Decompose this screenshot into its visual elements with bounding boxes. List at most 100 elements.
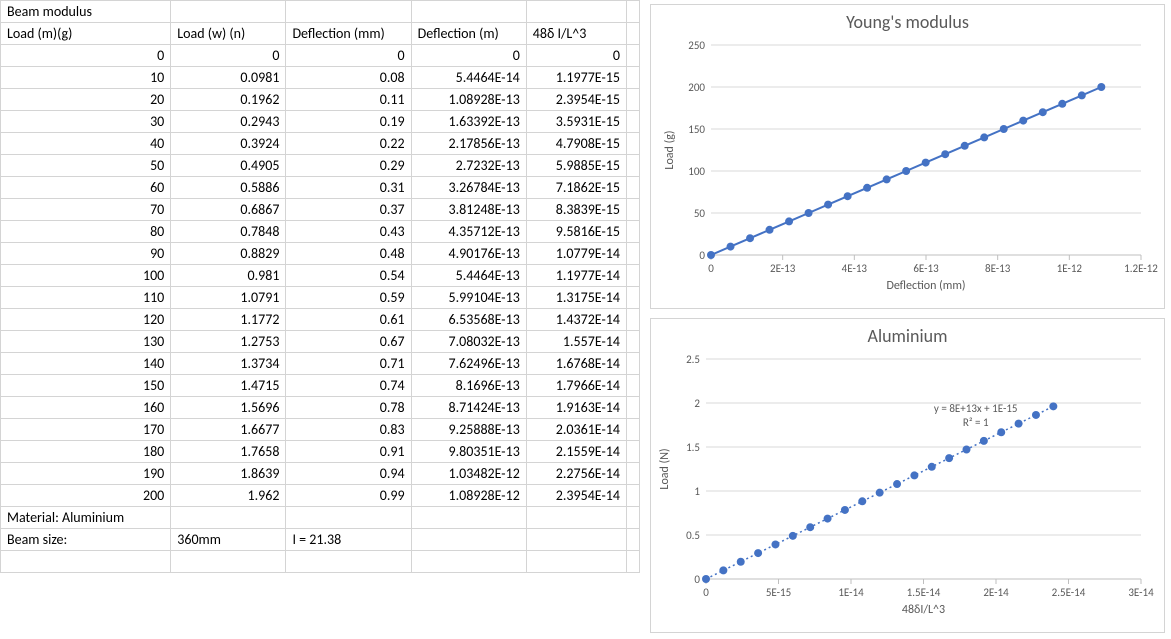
cell[interactable]: 0.48 — [286, 243, 411, 265]
cell[interactable]: 0.7848 — [171, 221, 286, 243]
cell[interactable] — [171, 551, 286, 573]
cell[interactable]: 0.91 — [286, 441, 411, 463]
cell[interactable]: 60 — [1, 177, 171, 199]
cell[interactable]: 7.08032E-13 — [411, 331, 526, 353]
cell[interactable]: 1.5696 — [171, 397, 286, 419]
cell[interactable]: 1.7658 — [171, 441, 286, 463]
cell[interactable]: 10 — [1, 67, 171, 89]
cell[interactable]: 9.25888E-13 — [411, 419, 526, 441]
cell-beam-size[interactable]: 360mm — [171, 529, 286, 551]
cell[interactable]: 1.7966E-14 — [526, 375, 626, 397]
cell[interactable]: 1.63392E-13 — [411, 111, 526, 133]
cell[interactable]: 3.26784E-13 — [411, 177, 526, 199]
cell[interactable]: 1.4715 — [171, 375, 286, 397]
cell[interactable]: 0.94 — [286, 463, 411, 485]
cell[interactable]: 8.3839E-15 — [526, 199, 626, 221]
cell[interactable]: 5.99104E-13 — [411, 287, 526, 309]
cell[interactable]: 0 — [526, 45, 626, 67]
cell[interactable]: 140 — [1, 353, 171, 375]
cell[interactable]: 1.962 — [171, 485, 286, 507]
cell[interactable]: 0.1962 — [171, 89, 286, 111]
cell[interactable] — [526, 551, 626, 573]
cell[interactable]: 4.35712E-13 — [411, 221, 526, 243]
cell[interactable]: 5.4464E-14 — [411, 67, 526, 89]
cell[interactable]: 7.1862E-15 — [526, 177, 626, 199]
cell[interactable]: 30 — [1, 111, 171, 133]
cell[interactable]: 4.7908E-15 — [526, 133, 626, 155]
cell[interactable] — [171, 507, 286, 529]
cell[interactable]: 160 — [1, 397, 171, 419]
cell[interactable]: 6.53568E-13 — [411, 309, 526, 331]
cell[interactable]: 0.08 — [286, 67, 411, 89]
cell[interactable]: 1.9163E-14 — [526, 397, 626, 419]
cell-beam-size-label[interactable]: Beam size: — [1, 529, 171, 551]
cell[interactable] — [411, 551, 526, 573]
cell[interactable]: 1.1772 — [171, 309, 286, 331]
cell-material[interactable]: Material: Aluminium — [1, 507, 171, 529]
cell[interactable]: 7.62496E-13 — [411, 353, 526, 375]
cell[interactable] — [526, 529, 626, 551]
cell[interactable]: 1.557E-14 — [526, 331, 626, 353]
column-header[interactable]: Deflection (mm) — [286, 23, 411, 45]
cell[interactable]: 150 — [1, 375, 171, 397]
cell[interactable] — [411, 529, 526, 551]
cell[interactable]: 190 — [1, 463, 171, 485]
cell-I[interactable]: I = 21.38 — [286, 529, 411, 551]
cell[interactable]: 2.1559E-14 — [526, 441, 626, 463]
cell[interactable]: 20 — [1, 89, 171, 111]
cell[interactable]: 5.4464E-13 — [411, 265, 526, 287]
cell[interactable]: 0.981 — [171, 265, 286, 287]
cell[interactable]: 0.29 — [286, 155, 411, 177]
cell[interactable]: 1.0779E-14 — [526, 243, 626, 265]
cell[interactable]: 80 — [1, 221, 171, 243]
cell[interactable]: 1.3175E-14 — [526, 287, 626, 309]
cell[interactable]: 4.90176E-13 — [411, 243, 526, 265]
cell[interactable]: 130 — [1, 331, 171, 353]
cell[interactable]: 0.4905 — [171, 155, 286, 177]
cell[interactable]: 1.0791 — [171, 287, 286, 309]
cell[interactable]: 0.99 — [286, 485, 411, 507]
chart-youngs-modulus[interactable]: Young's modulus 05010015020025002E-134E-… — [650, 4, 1165, 309]
cell[interactable]: 120 — [1, 309, 171, 331]
cell[interactable]: 8.1696E-13 — [411, 375, 526, 397]
cell[interactable]: 9.5816E-15 — [526, 221, 626, 243]
cell[interactable]: 1.6768E-14 — [526, 353, 626, 375]
cell[interactable]: 1.1977E-14 — [526, 265, 626, 287]
cell[interactable] — [411, 1, 526, 23]
column-header[interactable]: Load (m)(g) — [1, 23, 171, 45]
cell[interactable]: 1.4372E-14 — [526, 309, 626, 331]
cell[interactable]: 90 — [1, 243, 171, 265]
cell[interactable]: 5.9885E-15 — [526, 155, 626, 177]
cell[interactable]: 1.1977E-15 — [526, 67, 626, 89]
column-header[interactable]: Deflection (m) — [411, 23, 526, 45]
cell[interactable]: 0.11 — [286, 89, 411, 111]
cell[interactable]: 0.6867 — [171, 199, 286, 221]
cell[interactable]: 0.43 — [286, 221, 411, 243]
cell[interactable]: 2.2756E-14 — [526, 463, 626, 485]
cell[interactable]: 1.2753 — [171, 331, 286, 353]
cell[interactable]: 0.31 — [286, 177, 411, 199]
cell[interactable]: 1.6677 — [171, 419, 286, 441]
cell[interactable]: 100 — [1, 265, 171, 287]
cell[interactable]: 0 — [286, 45, 411, 67]
cell[interactable]: 3.81248E-13 — [411, 199, 526, 221]
cell[interactable]: 0.71 — [286, 353, 411, 375]
cell[interactable]: 0.67 — [286, 331, 411, 353]
cell[interactable]: 50 — [1, 155, 171, 177]
cell[interactable]: 2.3954E-14 — [526, 485, 626, 507]
cell[interactable] — [286, 1, 411, 23]
cell[interactable]: 70 — [1, 199, 171, 221]
cell[interactable]: 40 — [1, 133, 171, 155]
cell[interactable]: 0.3924 — [171, 133, 286, 155]
cell[interactable]: 0 — [171, 45, 286, 67]
cell[interactable] — [286, 551, 411, 573]
cell[interactable]: 110 — [1, 287, 171, 309]
cell[interactable] — [526, 507, 626, 529]
cell[interactable] — [286, 507, 411, 529]
cell[interactable]: 0.5886 — [171, 177, 286, 199]
cell[interactable]: 0.22 — [286, 133, 411, 155]
cell[interactable]: 2.7232E-13 — [411, 155, 526, 177]
chart-aluminium[interactable]: Aluminium 00.511.522.505E-151E-141.5E-14… — [650, 318, 1165, 633]
cell[interactable]: 0.54 — [286, 265, 411, 287]
cell[interactable]: 0.2943 — [171, 111, 286, 133]
